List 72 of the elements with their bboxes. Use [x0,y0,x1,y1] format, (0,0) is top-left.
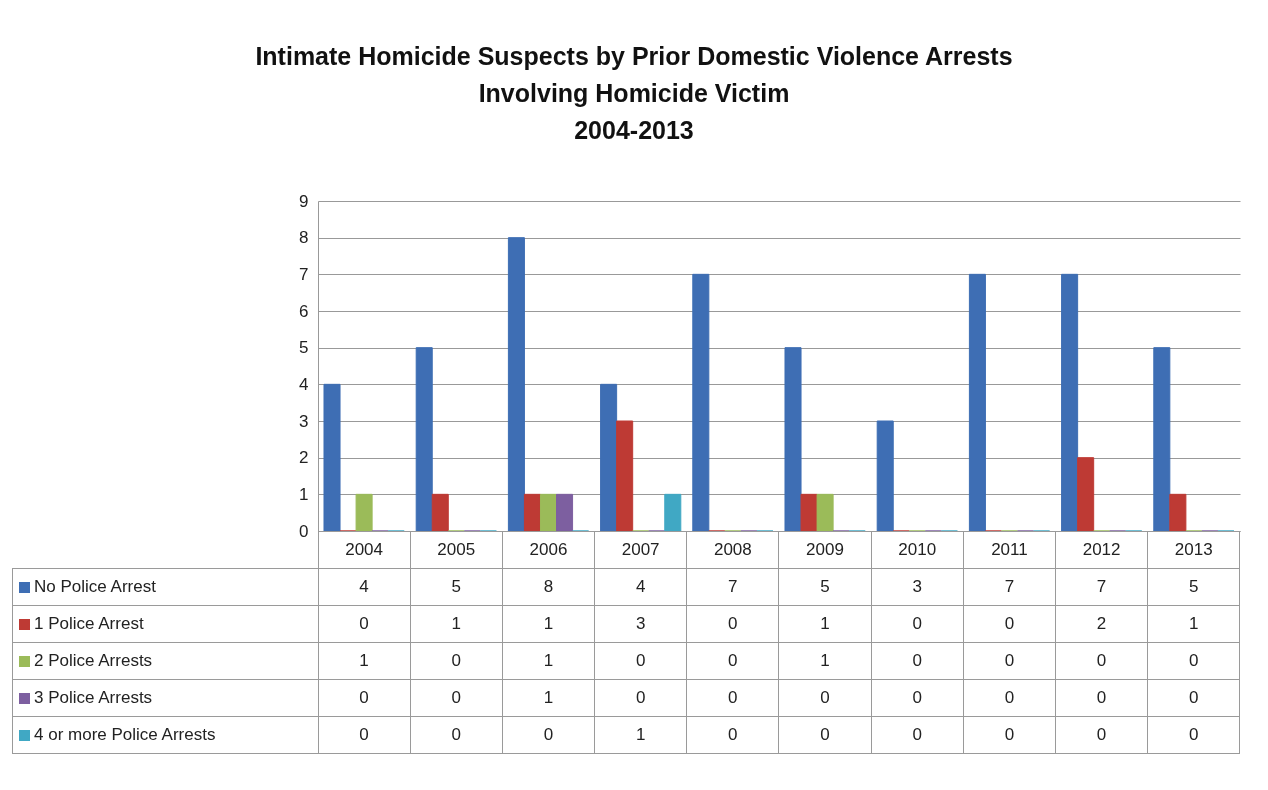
x-tick-label: 2010 [871,531,964,569]
y-tick-label: 1 [299,484,309,504]
data-label: 0 [871,679,964,717]
y-tick-label: 4 [299,374,309,394]
legend-label: No Police Arrest [12,568,318,606]
y-tick-label: 7 [299,264,309,284]
legend-label: 1 Police Arrest [12,605,318,643]
y-tick-label: 9 [299,191,309,211]
x-tick-label: 2012 [1055,531,1148,569]
x-tick-label: 2009 [778,531,872,569]
x-tick-label: 2006 [502,531,595,569]
data-label: 0 [871,605,964,643]
data-label: 7 [686,568,779,606]
chart-title: Intimate Homicide Suspects by Prior Domestic Violence Arrests Involving Homicide Victim [254,41,1014,109]
data-label: 0 [1147,679,1240,717]
data-label: 0 [963,679,1056,717]
data-label: 1 [502,605,595,643]
y-tick-label: 2 [299,448,309,468]
data-label: 0 [594,642,687,680]
data-label: 0 [963,716,1056,754]
data-label: 0 [1147,642,1240,680]
data-label: 2 [1055,605,1148,643]
data-label: 1 [1147,605,1240,643]
data-label: 0 [871,716,964,754]
data-label: 1 [778,642,872,680]
data-label: 1 [778,605,872,643]
legend-label: 3 Police Arrests [12,679,318,717]
x-tick-label: 2005 [410,531,503,569]
data-label: 0 [410,716,503,754]
data-label: 0 [778,679,872,717]
data-label: 0 [686,605,779,643]
data-label: 1 [410,605,503,643]
x-tick-label: 2004 [318,531,411,569]
y-tick-label: 6 [299,301,309,321]
data-label: 1 [502,642,595,680]
x-tick-label: 2007 [594,531,687,569]
data-label: 5 [778,568,872,606]
data-label: 0 [1055,679,1148,717]
y-tick-label: 8 [299,228,309,248]
data-label: 0 [594,679,687,717]
data-label: 0 [778,716,872,754]
x-tick-label: 2013 [1147,531,1240,569]
data-label: 3 [594,605,687,643]
data-label: 3 [871,568,964,606]
data-label: 0 [410,679,503,717]
data-label: 0 [686,716,779,754]
y-tick-label: 5 [299,338,309,358]
data-label: 0 [1147,716,1240,754]
data-label: 0 [502,716,595,754]
data-label: 0 [871,642,964,680]
data-label: 0 [410,642,503,680]
data-label: 0 [686,642,779,680]
data-label: 1 [502,679,595,717]
data-label: 7 [963,568,1056,606]
data-label: 0 [1055,716,1148,754]
legend-label: 2 Police Arrests [12,642,318,680]
data-label: 5 [410,568,503,606]
data-label: 0 [1055,642,1148,680]
data-label: 4 [594,568,687,606]
data-label: 7 [1055,568,1148,606]
data-label: 8 [502,568,595,606]
data-label: 0 [686,679,779,717]
data-label: 0 [963,605,1056,643]
chart-subtitle: 2004-2013 [573,115,695,146]
legend-label: 4 or more Police Arrests [12,716,318,754]
y-tick-label: 0 [299,521,309,541]
data-label: 5 [1147,568,1240,606]
data-label: 0 [963,642,1056,680]
x-tick-label: 2008 [686,531,779,569]
x-tick-label: 2011 [963,531,1056,569]
data-label: 1 [594,716,687,754]
y-tick-label: 3 [299,411,309,431]
